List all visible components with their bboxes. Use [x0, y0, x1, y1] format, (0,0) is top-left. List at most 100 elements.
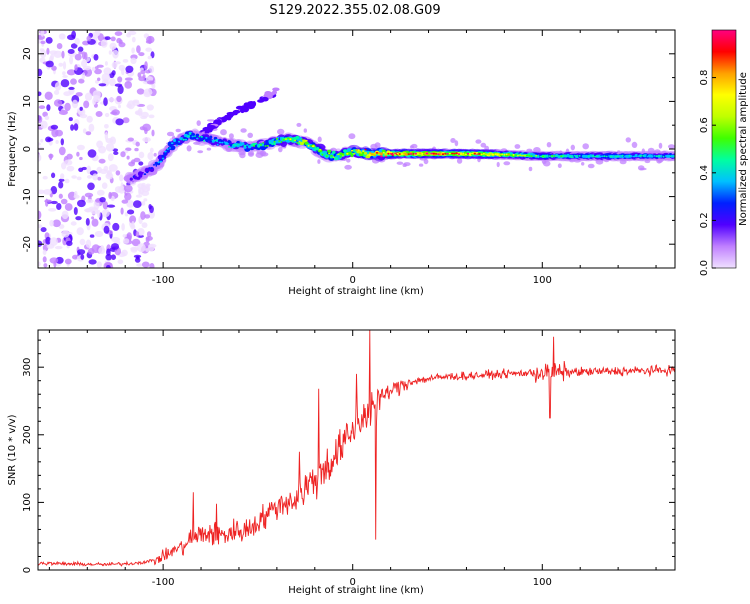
spectrogram-noise-blob [61, 210, 69, 220]
spectrogram-scatter-blob [450, 138, 456, 143]
spectrogram-scatter-blob [277, 128, 285, 135]
spectrogram-ridge-blob [533, 155, 535, 157]
spectrogram-scatter-blob [175, 128, 181, 133]
spectrogram-noise-blob [50, 124, 59, 130]
snr-panel: -100 0 100 0 100 200 300 Height of straight li… [7, 329, 676, 596]
spectrogram-ridge-blob [610, 155, 613, 158]
spectrogram-ridge-blob [348, 152, 352, 155]
spectrogram-ridge-blob [143, 173, 147, 176]
spectrogram-noise-blob [78, 78, 85, 84]
spectrogram-noise-blob [124, 212, 129, 217]
spectrogram-ridge-blob [496, 153, 499, 156]
spectrogram-noise-blob [79, 106, 83, 111]
spectrogram-ridge-blob [473, 152, 476, 155]
spectrogram-ridge-blob [178, 140, 181, 143]
spectrogram-noise-blob [91, 66, 96, 72]
spectrogram-ridge-blob [628, 154, 631, 157]
spectrogram-marks [38, 30, 675, 268]
spectrogram-noise-blob [95, 111, 103, 117]
spectrogram-noise-blob [96, 261, 102, 268]
colorbar-ticks: 0.0 0.2 0.4 0.6 0.8 [699, 70, 716, 276]
spectrogram-noise-blob [60, 79, 70, 88]
spectrogram-ridge-blob [635, 154, 638, 157]
spectrogram-scatter-blob [256, 150, 264, 155]
spectrogram-noise-blob [49, 153, 53, 161]
spectrogram-ridge-blob [642, 154, 645, 157]
spectrogram-ridge-blob [487, 153, 490, 156]
spectrogram-noise-blob [103, 67, 112, 75]
spectrogram-ridge-blob [478, 153, 481, 155]
spectrogram-noise-blob [60, 138, 64, 146]
spectrogram-noise-blob [39, 48, 45, 52]
spectrogram-noise-blob [118, 104, 121, 109]
spectrogram-noise-blob [114, 186, 123, 193]
spectrogram-ridge-blob [260, 144, 262, 146]
spectrogram-ridge-blob [234, 144, 237, 147]
spectrogram-ridge-blob [403, 152, 406, 155]
spectrogram-x-tick-label: -100 [152, 275, 175, 286]
spectrogram-scatter-blob [475, 139, 482, 144]
spectrogram-noise-blob [130, 57, 137, 64]
spectrogram-noise-blob [40, 30, 45, 37]
snr-marks [38, 330, 675, 567]
spectrogram-noise-blob [134, 110, 143, 116]
spectrogram-noise-blob [55, 256, 64, 264]
spectrogram-ridge-blob [310, 145, 312, 147]
spectrogram-secondary-blob [221, 117, 227, 123]
spectrogram-noise-blob [135, 231, 140, 238]
spectrogram-scatter-blob [582, 143, 589, 150]
spectrogram-noise-blob [104, 124, 109, 129]
spectrogram-noise-blob [83, 68, 93, 77]
spectrogram-ridge-blob [608, 155, 610, 157]
spectrogram-ridge-blob [482, 153, 485, 155]
spectrogram-noise-blob [38, 68, 43, 77]
spectrogram-ridge-blob [387, 152, 390, 155]
spectrogram-noise-blob [142, 261, 150, 268]
spectrogram-noise-blob [53, 99, 63, 107]
spectrogram-ridge-blob [275, 137, 279, 140]
spectrogram-noise-blob [58, 62, 64, 67]
spectrogram-ridge-blob [232, 143, 235, 146]
spectrogram-ridge-blob [237, 143, 240, 146]
spectrogram-ridge-blob [466, 152, 470, 155]
spectrogram-ridge-blob [271, 143, 274, 146]
spectrogram-ridge-blob [327, 149, 332, 153]
spectrogram-noise-blob [92, 173, 99, 181]
colorbar-tick-label: 0.6 [699, 117, 710, 133]
spectrogram-ridge-blob [212, 139, 215, 142]
spectrogram-noise-blob [54, 82, 62, 91]
spectrogram-ridge-blob [163, 152, 167, 156]
spectrogram-scatter-blob [418, 163, 424, 167]
spectrogram-ridge-blob [250, 144, 253, 146]
spectrogram-noise-blob [145, 69, 151, 74]
spectrogram-ridge-blob [255, 142, 258, 145]
spectrogram-noise-blob [87, 182, 95, 191]
spectrogram-noise-blob [110, 243, 120, 250]
spectrogram-noise-blob [125, 65, 134, 74]
spectrogram-ridge-blob [146, 171, 149, 174]
spectrogram-y-tick-label: 10 [22, 95, 33, 108]
spectrogram-noise-blob [52, 219, 61, 228]
spectrogram-ridge-blob [242, 143, 244, 146]
spectrogram-ridge-blob [278, 140, 281, 143]
spectrogram-noise-blob [105, 254, 112, 261]
spectrogram-ridge-blob [214, 139, 217, 142]
spectrogram-ridge-blob [498, 153, 501, 156]
spectrogram-noise-blob [104, 112, 110, 118]
spectrogram-noise-blob [117, 76, 123, 83]
spectrogram-noise-blob [145, 40, 152, 44]
spectrogram-noise-blob [42, 256, 47, 263]
spectrogram-noise-blob [38, 261, 41, 267]
spectrogram-ridge-blob [205, 137, 208, 139]
spectrogram-noise-blob [60, 173, 65, 180]
spectrogram-scatter-blob [206, 147, 212, 151]
spectrogram-noise-blob [96, 189, 105, 196]
spectrogram-noise-blob [151, 84, 156, 89]
spectrogram-noise-blob [74, 64, 78, 71]
spectrogram-ridge-blob [510, 154, 513, 157]
spectrogram-noise-blob [64, 102, 71, 112]
spectrogram-noise-blob [46, 104, 51, 111]
spectrogram-ridge-blob [583, 155, 585, 158]
spectrogram-noise-blob [105, 143, 115, 152]
spectrogram-scatter-blob [542, 160, 551, 167]
